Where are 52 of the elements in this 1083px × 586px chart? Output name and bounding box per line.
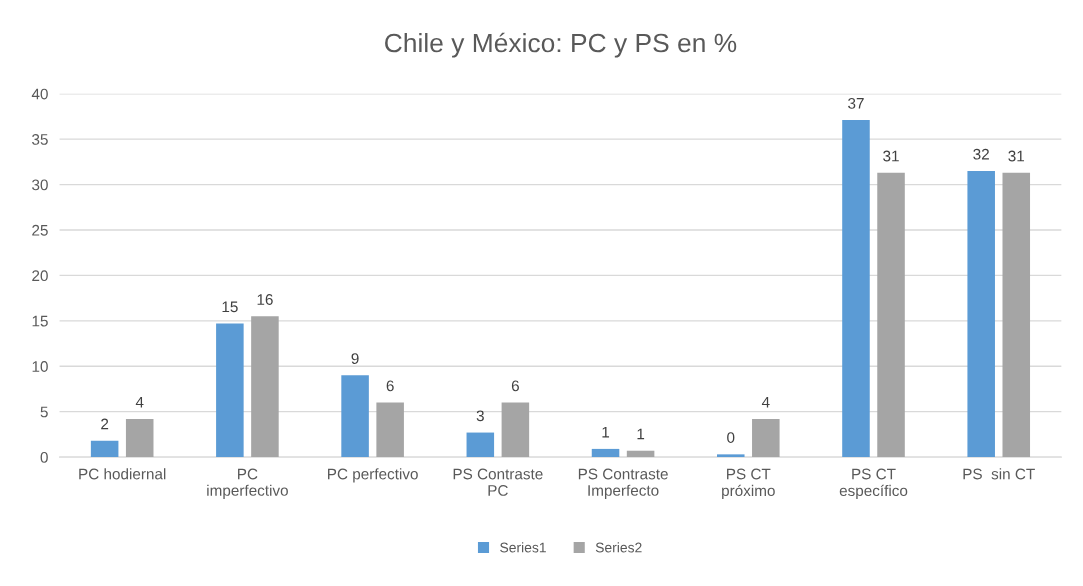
data-label: 3 (476, 410, 484, 422)
data-label: 6 (511, 380, 519, 392)
x-tick-label: PS CT específico (839, 468, 908, 500)
bar (842, 120, 870, 458)
data-label: 9 (351, 353, 359, 364)
y-tick-label: 25 (32, 224, 48, 236)
chart-title: Chile y México: PC y PS en % (385, 32, 737, 58)
y-tick-label: 0 (40, 451, 48, 463)
bar (591, 448, 620, 458)
legend-label: Series2 (595, 542, 642, 553)
y-tick-label: 20 (32, 270, 48, 282)
bar (1002, 172, 1031, 458)
x-tick-label: PC imperfectivo (207, 468, 288, 499)
data-label: 6 (386, 380, 394, 392)
bar (626, 450, 655, 458)
data-label: 16 (257, 294, 273, 305)
data-label: 31 (883, 150, 899, 162)
data-label: 4 (761, 396, 770, 408)
data-label: 15 (222, 301, 238, 313)
data-label: 4 (135, 396, 144, 408)
x-tick-label: PC hodiernal (79, 468, 166, 480)
data-label: 1 (637, 428, 645, 440)
bar (376, 402, 404, 458)
bar (716, 454, 745, 458)
bar (216, 323, 244, 458)
y-tick-label: 5 (40, 406, 48, 418)
bar (501, 402, 530, 458)
y-tick-label: 10 (32, 361, 48, 372)
x-tick-label: PS CT próximo (722, 468, 775, 500)
y-tick-label: 35 (32, 134, 48, 145)
bar (125, 418, 154, 458)
bar (341, 375, 369, 458)
bar (251, 316, 279, 458)
data-label: 37 (848, 97, 864, 109)
y-tick-label: 40 (31, 88, 48, 100)
y-tick-label: 15 (32, 315, 48, 327)
data-label: 0 (727, 432, 735, 443)
data-label: 1 (602, 426, 610, 438)
bar (752, 418, 780, 458)
data-label: 31 (1008, 150, 1025, 162)
bar (877, 172, 905, 458)
bar (967, 170, 995, 458)
x-tick-label: PS Contraste Imperfecto (578, 468, 668, 499)
x-tick-label: PS Contraste PC (453, 468, 543, 496)
data-label: 32 (973, 148, 989, 160)
bar (90, 440, 119, 458)
data-label: 2 (101, 418, 109, 430)
y-tick-label: 30 (32, 179, 48, 191)
x-tick-label: PS sin CT (963, 468, 1035, 480)
bar (466, 432, 495, 458)
legend-label: Series1 (500, 542, 546, 553)
x-tick-label: PC perfectivo (328, 468, 418, 483)
